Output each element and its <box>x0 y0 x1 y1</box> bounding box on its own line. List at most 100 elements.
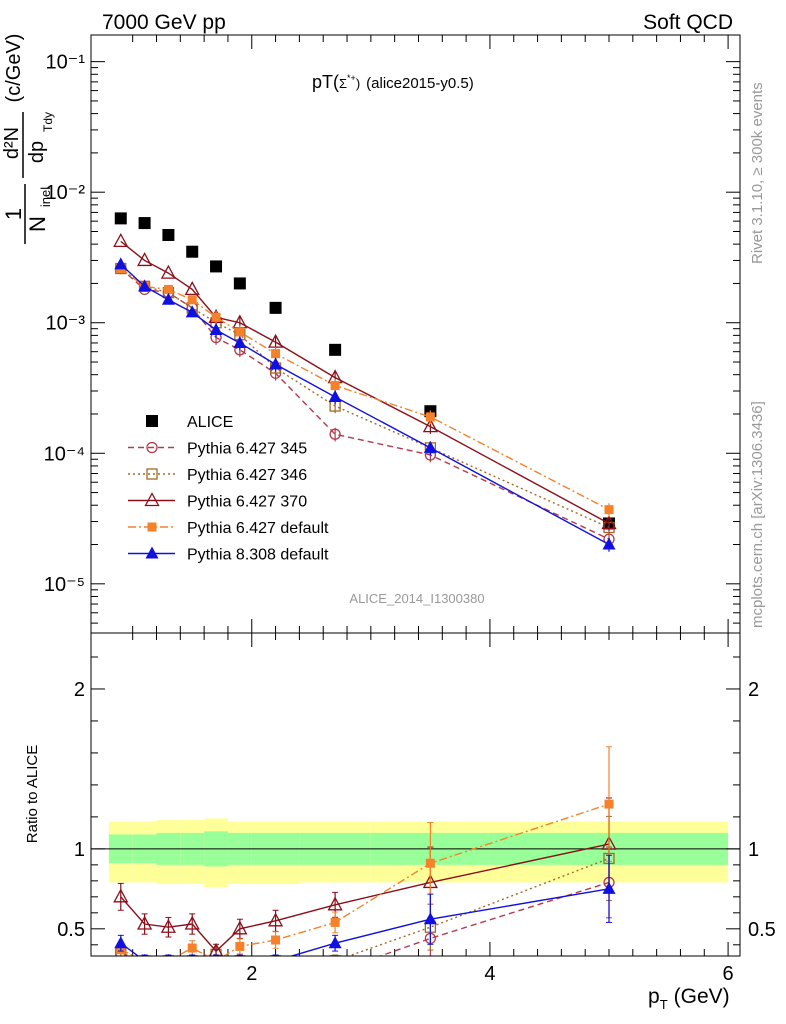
x-axis-label: pT (GeV) <box>648 985 730 1012</box>
x-tick-label: 4 <box>484 963 495 985</box>
data-point <box>113 233 129 248</box>
legend-marker-p370 <box>144 492 160 507</box>
data-point <box>163 284 173 294</box>
y-tick-label: 10⁻² <box>46 182 86 204</box>
ratio-uncertainty-bands <box>91 818 740 888</box>
legend-marker-p8def <box>145 546 159 559</box>
ratio-point <box>238 953 242 956</box>
x-tick-label: 2 <box>246 963 257 985</box>
rivet-version-label: Rivet 3.1.10, ≥ 300k events <box>749 82 766 264</box>
ylabel-d2n: d²N <box>1 127 23 159</box>
series-line-p8def <box>120 263 610 546</box>
data-point <box>138 217 151 230</box>
ratio-point <box>329 955 341 956</box>
ratio-plot-ticks <box>91 633 740 956</box>
main-plot-panel: 10⁻¹ 10⁻² 10⁻³ 10⁻⁴ 10⁻⁵ pT(Σ*+) (alice2015-y… <box>1 34 741 634</box>
plot-title: pT(Σ*+) (alice2015-y0.5) <box>312 72 474 92</box>
y-tick-label: 10⁻⁴ <box>44 443 85 465</box>
data-point <box>601 515 617 530</box>
x-tick-label: 6 <box>723 963 734 985</box>
ratio-plot-panel: 0.5 0.5 1 1 2 2 2 4 6 Ratio to ALICE <box>24 632 776 985</box>
legend-label-p345: Pythia 6.427 345 <box>187 441 307 458</box>
ratio-y-tick-label: 2 <box>74 679 85 701</box>
ratio-y-tick-label-right: 2 <box>748 679 759 701</box>
ratio-point <box>143 953 146 956</box>
plot-title-sup: *+ <box>347 73 356 83</box>
header-process-label: Soft QCD <box>643 11 733 34</box>
y-tick-label: 10⁻¹ <box>46 52 86 74</box>
ratio-point <box>234 955 246 956</box>
ratio-series-p8def <box>114 854 616 956</box>
legend-label-alice: ALICE <box>187 414 233 431</box>
data-point <box>138 279 152 292</box>
series-line-p346 <box>120 267 610 529</box>
ratio-point <box>113 888 129 903</box>
ylabel-one: 1 <box>1 208 26 220</box>
legend-label-p346: Pythia 6.427 346 <box>187 467 307 484</box>
data-point <box>328 389 342 402</box>
ratio-y-tick-label-right: 1 <box>748 839 759 861</box>
ratio-line-p8def <box>120 888 610 956</box>
main-plot-y-axis-label: 1 N inel d²N dp Tdy (c/GeV) <box>1 34 55 244</box>
ratio-point <box>271 935 281 945</box>
plot-title-particle: Σ <box>339 76 347 91</box>
ratio-y-axis-label: Ratio to ALICE <box>24 745 41 843</box>
data-point <box>185 305 199 318</box>
series-alice <box>114 212 616 530</box>
data-point <box>211 312 221 322</box>
legend-label-p8def: Pythia 8.308 default <box>187 547 329 564</box>
ratio-point <box>186 955 198 956</box>
ratio-line-p370 <box>120 843 610 953</box>
ratio-plot-tick-labels: 0.5 0.5 1 1 2 2 2 4 6 <box>57 679 776 985</box>
data-point <box>161 292 175 305</box>
data-point <box>329 343 342 356</box>
legend-marker-p6def <box>147 522 157 532</box>
ratio-point <box>114 936 128 949</box>
ratio-point <box>208 942 224 956</box>
legend-marker-alice <box>146 415 158 427</box>
ratio-y-tick-label-right: 0.5 <box>748 919 776 941</box>
data-point <box>184 281 200 296</box>
ratio-point <box>184 915 200 930</box>
data-point <box>114 257 128 270</box>
data-point <box>233 277 246 290</box>
ratio-point <box>189 955 196 956</box>
data-point <box>330 381 340 391</box>
ratio-point <box>162 955 175 956</box>
ratio-point <box>274 953 277 956</box>
series-p8def <box>114 257 616 552</box>
data-point <box>233 335 247 348</box>
ratio-point <box>330 967 340 977</box>
ratio-point <box>327 896 343 911</box>
ratio-point <box>328 936 342 949</box>
data-point <box>602 537 616 550</box>
mcplots-label: mcplots.cern.ch [arXiv:1306.3436] <box>749 401 766 628</box>
data-point <box>425 412 435 422</box>
legend: ALICE Pythia 6.427 345 Pythia 6.427 346 Pyt… <box>128 414 329 564</box>
y-tick-label: 10⁻³ <box>46 313 86 335</box>
ratio-line-p6def <box>120 803 610 956</box>
series-line-p345 <box>120 268 610 540</box>
data-point <box>209 322 223 335</box>
data-point <box>162 228 175 241</box>
ratio-line-p345 <box>120 881 610 956</box>
ratio-point <box>235 941 245 951</box>
header-energy-label: 7000 GeV pp <box>102 11 226 34</box>
data-point <box>210 260 223 273</box>
legend-label-p6def: Pythia 6.427 default <box>187 520 329 537</box>
ylabel-inel: inel <box>38 187 53 207</box>
data-point <box>160 264 176 279</box>
ylabel-unit: (c/GeV) <box>3 34 25 103</box>
data-point <box>271 349 281 359</box>
ratio-point <box>602 881 616 894</box>
data-point <box>235 327 245 337</box>
main-plot-series <box>113 212 617 552</box>
data-point <box>329 428 341 440</box>
ratio-plot-series <box>113 746 617 977</box>
ratio-point <box>141 955 148 956</box>
data-point <box>604 505 614 515</box>
ratio-y-tick-label: 0.5 <box>57 919 85 941</box>
analysis-id-label: ALICE_2014_I1300380 <box>349 591 484 606</box>
data-point <box>114 212 127 225</box>
